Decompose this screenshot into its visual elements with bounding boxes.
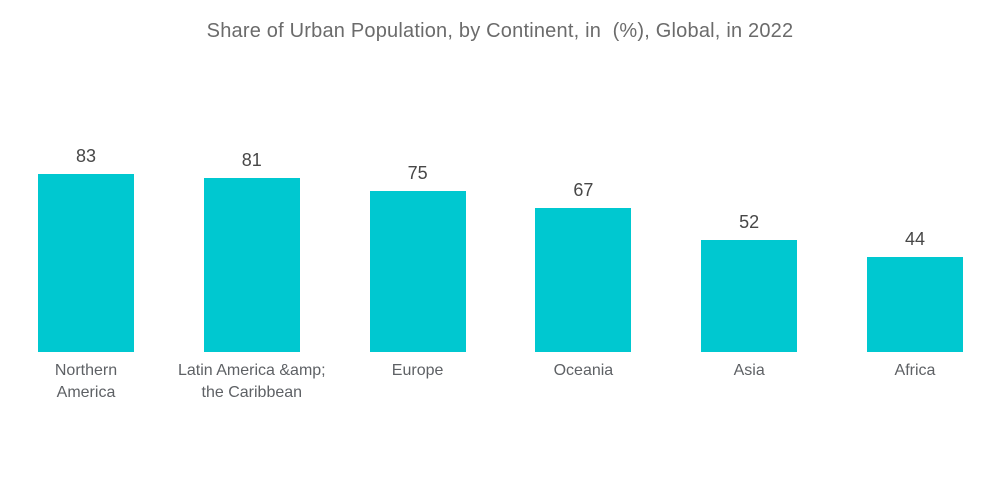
bar-value-label: 52 bbox=[739, 212, 760, 233]
bar-value-label: 83 bbox=[75, 145, 97, 166]
category-label: Oceania bbox=[553, 362, 614, 379]
bar-value-label: 81 bbox=[241, 149, 262, 170]
bar-value-label: 44 bbox=[904, 229, 926, 250]
category-label: Northern America bbox=[54, 362, 118, 401]
category-label: Latin America &amp; the Caribbean bbox=[177, 362, 326, 401]
category-label: Europe bbox=[391, 362, 444, 379]
bar-4 bbox=[701, 240, 798, 352]
chart-title: Share of Urban Population, by Continent,… bbox=[206, 20, 794, 42]
category-label: Africa bbox=[894, 362, 936, 379]
bar-value-label: 67 bbox=[573, 179, 594, 200]
bar-0 bbox=[38, 173, 134, 352]
category-label: Asia bbox=[733, 362, 765, 379]
bar-5 bbox=[867, 257, 963, 352]
bar-2 bbox=[369, 190, 466, 352]
bar-1 bbox=[203, 177, 300, 352]
bar-3 bbox=[535, 207, 632, 352]
bar-value-label: 75 bbox=[407, 162, 428, 183]
